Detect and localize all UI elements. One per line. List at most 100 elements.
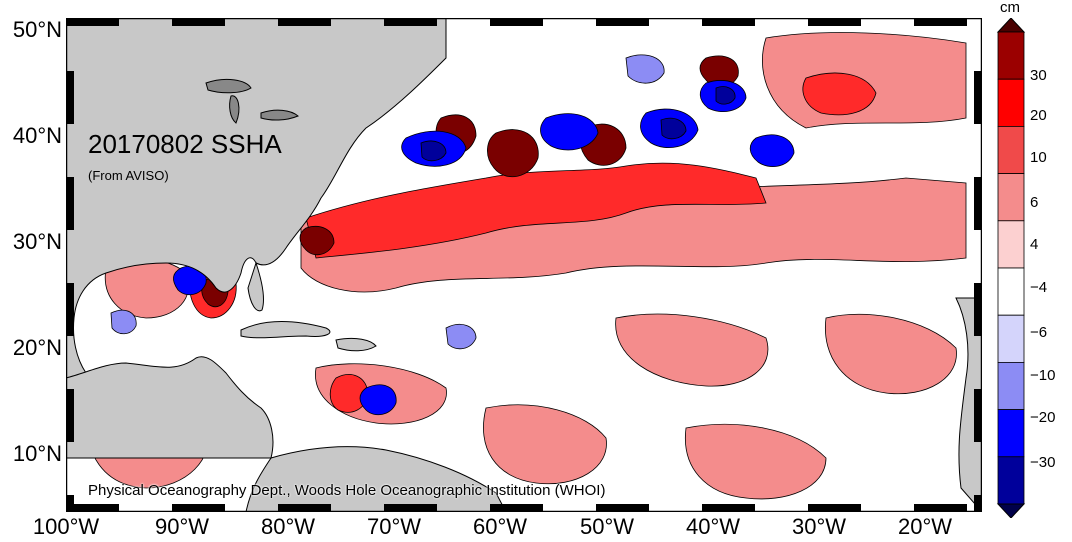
colorbar-label-neg6: −6: [1030, 324, 1048, 341]
frame-tick: [914, 504, 967, 512]
cold-patch-gulf: [110, 309, 137, 335]
colorbar-label-neg20: −20: [1030, 409, 1056, 426]
lon-label-70w: 70°W: [366, 514, 422, 539]
colorbar-label-neg30: −30: [1030, 454, 1056, 471]
frame-tick: [66, 177, 74, 230]
warm-patch-atlantic-1: [615, 313, 769, 387]
frame-tick: [278, 504, 331, 512]
colorbar-segment: [997, 173, 1025, 222]
colorbar-segment: [997, 126, 1025, 175]
lon-label-60w: 60°W: [472, 514, 528, 539]
cold-core-2: [660, 117, 687, 140]
frame-tick: [66, 18, 119, 26]
lon-label-100w: 100°W: [32, 514, 100, 539]
lat-label-10n: 10°N: [12, 441, 62, 466]
colorbar-label-4: 4: [1030, 236, 1039, 253]
map-title: 20170802 SSHA: [88, 129, 282, 159]
lat-label-30n: 30°N: [12, 229, 62, 254]
cold-core-3: [715, 86, 736, 105]
colorbar-segment: [997, 78, 1025, 127]
colorbar-cap-bottom: [996, 503, 1026, 518]
frame-tick: [66, 71, 74, 124]
warm-core-gulfstream: [299, 226, 335, 256]
warm-patch-atlantic-2: [824, 313, 957, 395]
gulf-stream-warm-core: [305, 162, 767, 259]
cold-core-1: [420, 140, 447, 162]
hispaniola: [335, 337, 377, 352]
colorbar-unit: cm: [1000, 0, 1020, 16]
florida-peninsula: [247, 261, 264, 312]
frame-tick: [278, 18, 331, 26]
land-layer: [66, 18, 982, 512]
lake-michigan-huron: [229, 95, 240, 124]
frame-tick: [596, 18, 649, 26]
map-frame: [66, 18, 982, 512]
colorbar-segment: [997, 31, 1025, 80]
frame-tick: [974, 283, 982, 336]
colorbar-segment: [997, 409, 1025, 458]
frame-tick: [596, 504, 649, 512]
frame-tick: [974, 495, 982, 512]
frame-tick: [66, 495, 74, 512]
colorbar-segment: [997, 267, 1025, 316]
colorbar-label-10: 10: [1030, 149, 1047, 166]
frame-ticks: [66, 18, 982, 512]
colorbar-segment: [997, 456, 1025, 505]
frame-tick: [702, 504, 755, 512]
lon-label-90w: 90°W: [154, 514, 210, 539]
colorbar-cap-top: [996, 18, 1026, 33]
south-america-land: [245, 446, 507, 512]
frame-tick: [974, 71, 982, 124]
very-strong-negative-layer: [420, 86, 736, 162]
frame-tick: [808, 504, 861, 512]
warm-core-ring-2: [487, 129, 539, 177]
colorbar-label-6: 6: [1030, 194, 1039, 211]
lon-label-80w: 80°W: [260, 514, 316, 539]
colorbar: [996, 18, 1026, 518]
colorbar-label-30: 30: [1030, 67, 1047, 84]
frame-tick: [702, 18, 755, 26]
frame-tick: [66, 283, 74, 336]
ssha-map: [66, 18, 982, 512]
cuba: [240, 321, 331, 339]
lon-label-50w: 50°W: [579, 514, 635, 539]
frame-tick: [808, 18, 861, 26]
lat-label-40n: 40°N: [12, 123, 62, 148]
lon-label-40w: 40°W: [685, 514, 741, 539]
frame-tick: [66, 504, 119, 512]
colorbar-segment: [997, 361, 1025, 410]
warm-eddy-ne: [802, 72, 877, 116]
lon-label-20w: 20°W: [897, 514, 953, 539]
negative-anomaly-layer: [110, 54, 665, 350]
map-credit: Physical Oceanography Dept., Woods Hole …: [88, 482, 606, 499]
cold-patch-ne: [625, 54, 665, 84]
cold-eddy-east: [749, 134, 795, 168]
cold-patch-atlantic: [445, 324, 477, 350]
frame-tick: [172, 504, 225, 512]
north-america-land: [66, 18, 447, 379]
lake-superior: [205, 78, 252, 94]
strong-negative-layer: [173, 80, 795, 416]
colorbar-label-neg4: −4: [1030, 279, 1048, 296]
mexico-central-america: [66, 356, 274, 459]
warm-eddy-caribbean: [329, 374, 369, 413]
cold-eddy-caribbean: [359, 384, 397, 416]
frame-tick: [384, 504, 437, 512]
cold-ring-2: [540, 113, 599, 151]
warm-patch-atlantic-4: [684, 423, 827, 500]
lon-label-30w: 30°W: [791, 514, 847, 539]
frame-tick: [974, 177, 982, 230]
colorbar-segment: [997, 314, 1025, 363]
frame-tick: [914, 18, 967, 26]
lat-label-20n: 20°N: [12, 335, 62, 360]
colorbar-label-neg10: −10: [1030, 367, 1056, 384]
frame-tick: [490, 18, 543, 26]
map-source: (From AVISO): [88, 168, 169, 183]
frame-tick: [490, 504, 543, 512]
colorbar-segment: [997, 220, 1025, 269]
lat-label-50n: 50°N: [12, 17, 62, 42]
lake-erie-ontario: [260, 109, 299, 121]
frame-tick: [172, 18, 225, 26]
warm-patch-atlantic-3: [483, 404, 607, 485]
africa-land: [955, 297, 982, 512]
